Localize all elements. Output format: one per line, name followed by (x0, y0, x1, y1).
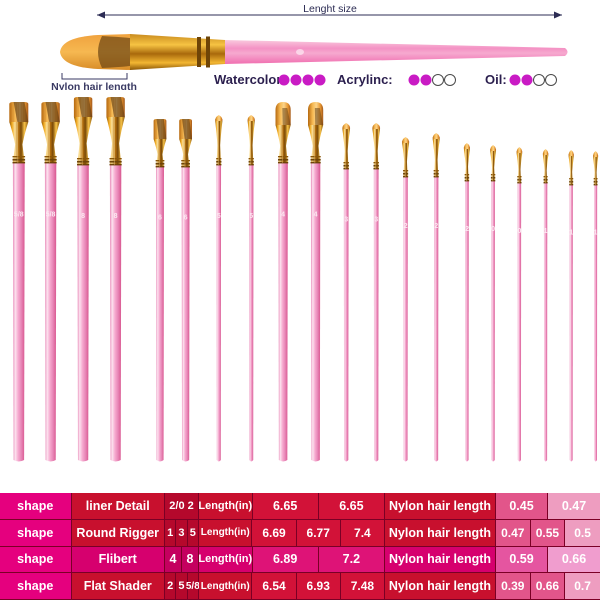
svg-text:1: 1 (544, 228, 548, 235)
svg-text:5/8: 5/8 (46, 211, 56, 218)
svg-text:3: 3 (374, 216, 378, 223)
svg-text:2: 2 (434, 223, 438, 230)
svg-text:Nylon hair length: Nylon hair length (51, 81, 137, 90)
svg-text:0: 0 (491, 226, 495, 233)
svg-text:8: 8 (114, 213, 118, 220)
svg-text:1: 1 (569, 230, 573, 237)
svg-text:2: 2 (404, 223, 408, 230)
svg-text:4: 4 (314, 211, 318, 218)
svg-text:2: 2 (465, 226, 469, 233)
svg-text:Watercolor:: Watercolor: (214, 72, 286, 87)
svg-text:6: 6 (158, 215, 162, 222)
svg-text:4: 4 (281, 211, 285, 218)
svg-text:5: 5 (217, 213, 221, 220)
svg-text:Oil:: Oil: (485, 72, 507, 87)
svg-text:Acrylinc:: Acrylinc: (337, 72, 393, 87)
svg-text:3: 3 (344, 216, 348, 223)
svg-text:5/8: 5/8 (14, 211, 24, 218)
svg-text:1: 1 (594, 230, 598, 237)
svg-text:0: 0 (517, 228, 521, 235)
svg-text:8: 8 (81, 213, 85, 220)
svg-text:5: 5 (249, 213, 253, 220)
svg-text:6: 6 (184, 215, 188, 222)
svg-text:Lenght size: Lenght size (303, 3, 357, 15)
